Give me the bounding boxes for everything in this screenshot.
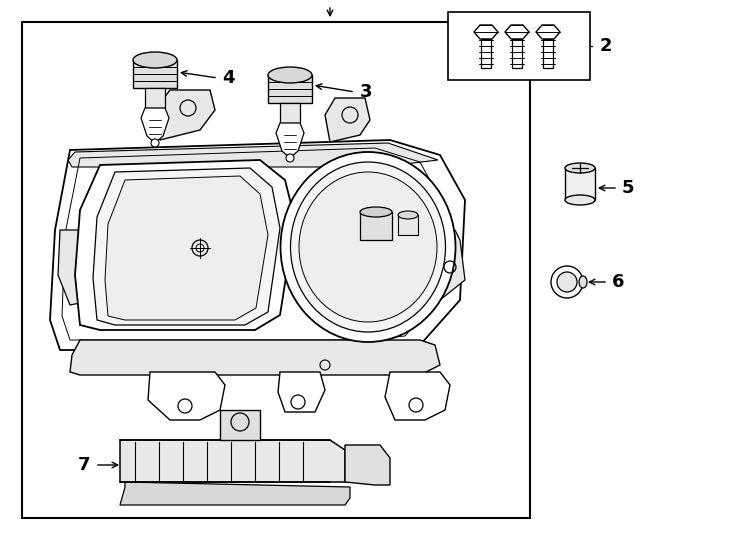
Polygon shape — [120, 440, 345, 482]
Polygon shape — [75, 160, 295, 330]
Circle shape — [551, 266, 583, 298]
Bar — [448, 12, 590, 80]
Polygon shape — [345, 445, 390, 485]
Circle shape — [557, 272, 577, 292]
Ellipse shape — [565, 195, 595, 205]
Polygon shape — [280, 103, 300, 123]
Polygon shape — [543, 39, 553, 68]
Polygon shape — [133, 60, 177, 88]
Polygon shape — [481, 39, 491, 68]
Bar — [22, 22, 530, 518]
Polygon shape — [398, 215, 418, 235]
Ellipse shape — [280, 152, 456, 342]
Text: 5: 5 — [622, 179, 634, 197]
Text: 7: 7 — [78, 456, 90, 474]
Polygon shape — [385, 372, 450, 420]
Ellipse shape — [579, 276, 587, 288]
Polygon shape — [105, 176, 268, 320]
Text: 2: 2 — [600, 37, 612, 55]
Ellipse shape — [398, 211, 418, 219]
Polygon shape — [536, 25, 560, 39]
Bar — [220, 410, 260, 440]
Circle shape — [286, 154, 294, 162]
Text: 1: 1 — [324, 0, 336, 3]
Polygon shape — [93, 168, 280, 325]
Ellipse shape — [133, 52, 177, 68]
Polygon shape — [70, 340, 440, 375]
Circle shape — [151, 139, 159, 147]
Polygon shape — [50, 140, 465, 350]
Polygon shape — [435, 230, 465, 300]
Polygon shape — [278, 372, 325, 412]
Polygon shape — [141, 108, 169, 143]
Ellipse shape — [360, 207, 392, 217]
Polygon shape — [505, 25, 529, 39]
Polygon shape — [276, 123, 304, 158]
Ellipse shape — [268, 67, 312, 83]
Polygon shape — [148, 372, 225, 420]
Polygon shape — [474, 25, 498, 39]
Polygon shape — [268, 75, 312, 103]
Polygon shape — [58, 230, 110, 305]
Text: 4: 4 — [222, 69, 234, 87]
Polygon shape — [68, 143, 438, 167]
Polygon shape — [145, 88, 165, 108]
Ellipse shape — [565, 163, 595, 173]
Polygon shape — [120, 482, 350, 505]
Polygon shape — [360, 212, 392, 240]
Polygon shape — [565, 168, 595, 200]
Ellipse shape — [291, 162, 446, 332]
Ellipse shape — [299, 172, 437, 322]
Polygon shape — [155, 90, 215, 140]
Polygon shape — [512, 39, 522, 68]
Text: 6: 6 — [612, 273, 625, 291]
Polygon shape — [325, 98, 370, 142]
Text: 3: 3 — [360, 83, 372, 101]
